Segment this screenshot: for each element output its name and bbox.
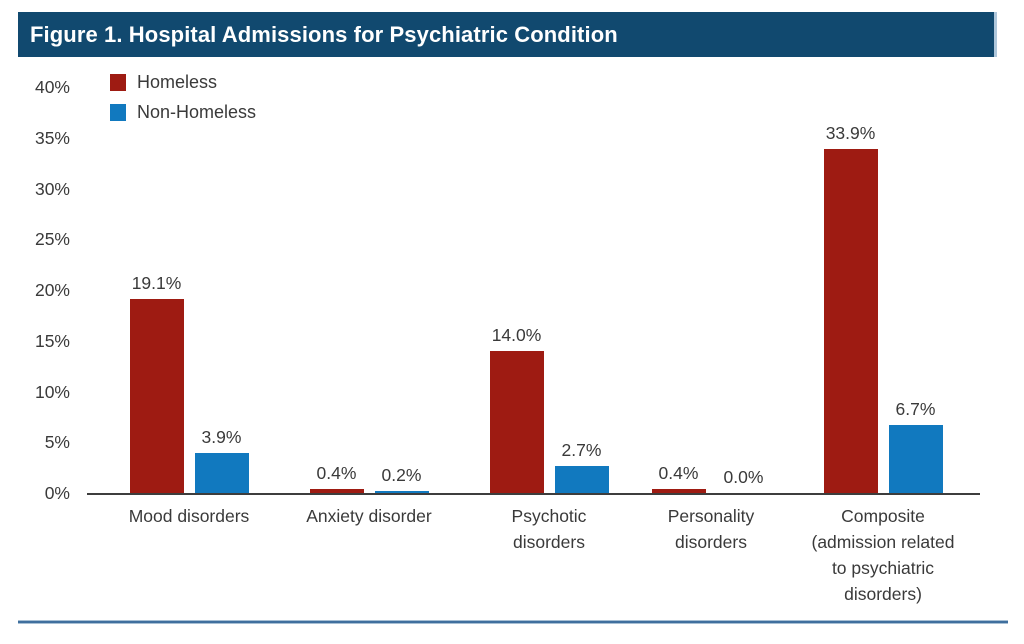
y-axis-tick-label: 40% — [34, 77, 70, 97]
value-label-homeless-personality-disorders: 0.4% — [658, 463, 699, 483]
y-axis-tick-label: 0% — [44, 483, 70, 503]
bar-homeless-psychotic-disorders — [489, 351, 544, 493]
bar-non-homeless-anxiety-disorder — [374, 491, 429, 493]
category-label-psychotic-disorders: Psychotic disorders — [511, 506, 587, 552]
y-axis-tick-label: 35% — [34, 127, 70, 148]
y-axis-tick-label: 30% — [34, 178, 70, 199]
bar-non-homeless-mood-disorders — [194, 453, 249, 493]
y-axis-tick-label: 20% — [34, 280, 70, 300]
bar-non-homeless-psychotic-disorders — [554, 466, 609, 493]
value-label-non-homeless-mood-disorders: 3.9% — [201, 427, 242, 447]
value-label-non-homeless-composite: 6.7% — [895, 399, 936, 419]
category-label-personality-disorders: Personality disorders — [667, 506, 755, 552]
figure-title-banner: Figure 1. Hospital Admissions for Psychi… — [18, 12, 997, 57]
legend-item-homeless: Homeless — [110, 73, 217, 91]
bottom-divider-rule — [18, 620, 1008, 624]
category-label-mood-disorders: Mood disorders — [128, 506, 250, 526]
category-label-anxiety-disorder: Anxiety disorder — [306, 506, 432, 526]
value-label-homeless-composite: 33.9% — [825, 123, 876, 143]
value-label-homeless-psychotic-disorders: 14.0% — [491, 325, 542, 345]
category-label-composite: Composite (admission related to psychiat… — [811, 506, 955, 604]
value-label-non-homeless-anxiety-disorder: 0.2% — [381, 465, 422, 485]
value-label-homeless-anxiety-disorder: 0.4% — [316, 463, 357, 483]
legend-label: Non-Homeless — [137, 102, 257, 122]
bar-homeless-composite — [823, 149, 878, 493]
bar-non-homeless-composite — [888, 425, 943, 493]
x-axis-line — [87, 493, 980, 495]
bar-homeless-anxiety-disorder — [309, 489, 364, 493]
value-label-non-homeless-personality-disorders: 0.0% — [723, 467, 764, 487]
y-axis-tick-label: 10% — [34, 381, 70, 402]
bar-homeless-personality-disorders — [651, 489, 706, 493]
y-axis-tick-label: 15% — [34, 330, 70, 351]
value-label-non-homeless-psychotic-disorders: 2.7% — [561, 440, 602, 460]
y-axis-tick-label: 25% — [34, 229, 70, 250]
legend-item-non-homeless: Non-Homeless — [110, 103, 256, 121]
y-axis-tick-label: 5% — [44, 432, 70, 453]
homeless-legend-swatch — [110, 73, 126, 91]
value-label-homeless-mood-disorders: 19.1% — [131, 273, 182, 293]
legend-label: Homeless — [137, 72, 218, 92]
bar-homeless-mood-disorders — [129, 299, 184, 493]
non-homeless-legend-swatch — [110, 103, 126, 121]
